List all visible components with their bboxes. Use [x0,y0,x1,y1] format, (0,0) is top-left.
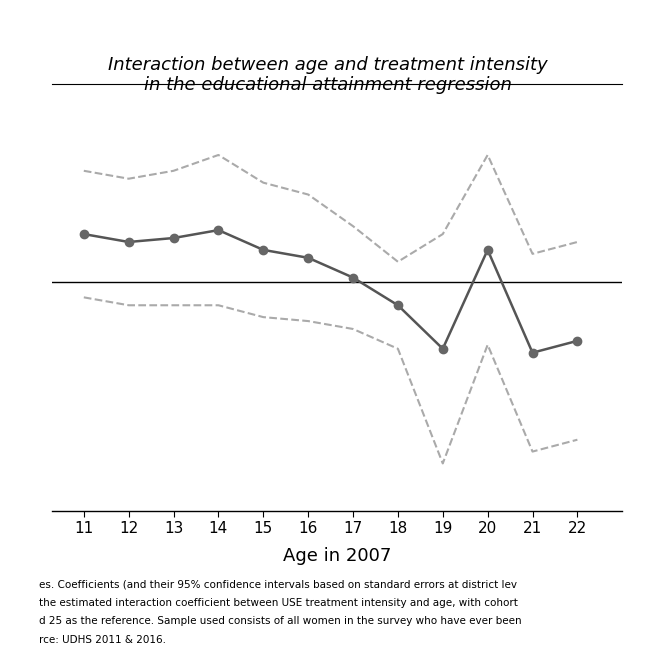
Text: rce: UDHS 2011 & 2016.: rce: UDHS 2011 & 2016. [39,635,166,645]
Text: d 25 as the reference. Sample used consists of all women in the survey who have : d 25 as the reference. Sample used consi… [39,616,522,626]
Text: Interaction between age and treatment intensity
in the educational attainment re: Interaction between age and treatment in… [107,56,548,94]
Text: the estimated interaction coefficient between USE treatment intensity and age, w: the estimated interaction coefficient be… [39,598,518,608]
X-axis label: Age in 2007: Age in 2007 [283,548,392,565]
Text: es. Coefficients (and their 95% confidence intervals based on standard errors at: es. Coefficients (and their 95% confiden… [39,580,517,590]
